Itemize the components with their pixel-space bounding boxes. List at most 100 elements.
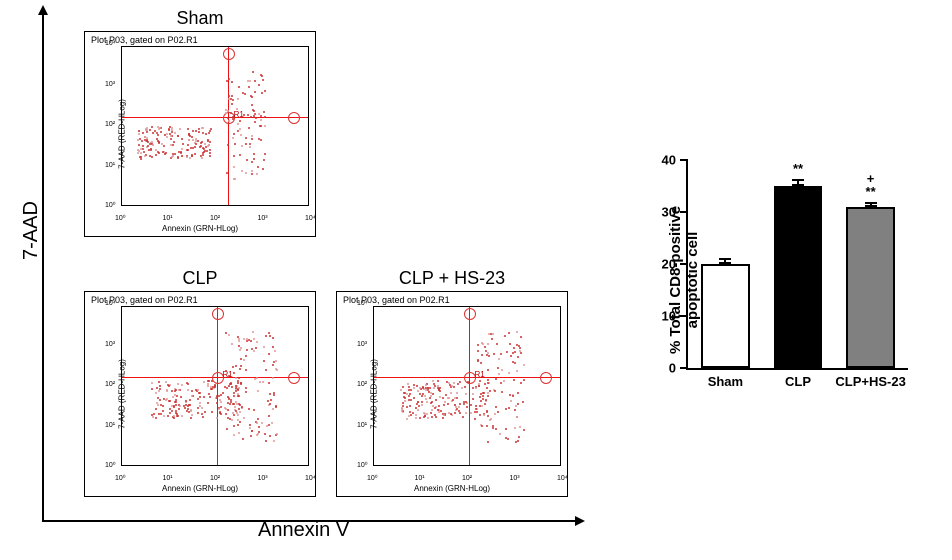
error-bar xyxy=(870,202,872,207)
scatter-dot xyxy=(256,422,258,424)
scatter-dot xyxy=(478,385,480,387)
scatter-dot xyxy=(227,409,229,411)
scatter-dot xyxy=(172,396,174,398)
scatter-dot xyxy=(430,412,432,414)
scatter-dot xyxy=(459,403,461,405)
bar-ytick-label: 0 xyxy=(669,361,676,376)
scatter-dot xyxy=(481,425,483,427)
scatter-dot xyxy=(227,144,229,146)
scatter-dot xyxy=(262,168,264,170)
scatter-dot xyxy=(238,377,240,379)
scatter-dot xyxy=(259,381,261,383)
scatter-dot xyxy=(249,427,251,429)
scatter-dot xyxy=(181,155,183,157)
scatter-dot xyxy=(421,401,423,403)
scatter-dot xyxy=(472,398,474,400)
scatter-dot xyxy=(505,408,507,410)
bar-ytick xyxy=(680,367,688,369)
scatter-dot xyxy=(248,86,250,88)
scatter-dot xyxy=(404,392,406,394)
scatter-dot xyxy=(434,407,436,409)
scatter-dot xyxy=(421,404,423,406)
x-tick: 10³ xyxy=(510,475,520,482)
scatter-dot xyxy=(276,369,278,371)
scatter-dot xyxy=(495,406,497,408)
scatter-dot xyxy=(245,172,247,174)
scatter-dot xyxy=(413,397,415,399)
gate-handle xyxy=(288,112,300,124)
scatter-dot xyxy=(487,441,489,443)
scatter-dot xyxy=(176,395,178,397)
scatter-dot xyxy=(158,152,160,154)
scatter-dot xyxy=(173,417,175,419)
panel-title: CLP xyxy=(84,268,316,289)
scatter-dot xyxy=(421,395,423,397)
scatter-dot xyxy=(488,355,490,357)
scatter-dot xyxy=(181,415,183,417)
scatter-dot xyxy=(226,387,228,389)
scatter-dot xyxy=(138,130,140,132)
scatter-dot xyxy=(147,145,149,147)
scatter-dot xyxy=(495,378,497,380)
scatter-dot xyxy=(141,140,143,142)
scatter-dot xyxy=(517,403,519,405)
scatter-dot xyxy=(484,383,486,385)
scatter-dot xyxy=(241,170,243,172)
scatter-dot xyxy=(161,143,163,145)
scatter-dot xyxy=(243,359,245,361)
scatter-dot xyxy=(402,402,404,404)
scatter-dot xyxy=(452,399,454,401)
scatter-dot xyxy=(231,103,233,105)
scatter-dot xyxy=(176,415,178,417)
y-tick: 10¹ xyxy=(105,162,115,169)
scatter-dot xyxy=(209,155,211,157)
scatter-dot xyxy=(179,405,181,407)
scatter-dot xyxy=(505,428,507,430)
scatter-dot xyxy=(195,143,197,145)
scatter-dot xyxy=(253,110,255,112)
scatter-dot xyxy=(472,393,474,395)
scatter-dot xyxy=(512,352,514,354)
x-tick: 10¹ xyxy=(415,475,425,482)
scatter-dot xyxy=(238,338,240,340)
scatter-dot xyxy=(425,398,427,400)
scatter-dot xyxy=(275,360,277,362)
scatter-dot xyxy=(263,346,265,348)
scatter-dot xyxy=(498,358,500,360)
scatter-dot xyxy=(197,140,199,142)
scatter-dot xyxy=(237,336,239,338)
scatter-dot xyxy=(470,412,472,414)
scatter-dot xyxy=(188,139,190,141)
scatter-dot xyxy=(523,379,525,381)
x-tick: 10² xyxy=(462,475,472,482)
scatter-dot xyxy=(235,410,237,412)
scatter-dot xyxy=(409,393,411,395)
scatter-dot xyxy=(481,354,483,356)
y-tick: 10² xyxy=(357,381,367,388)
scatter-dot xyxy=(454,412,456,414)
scatter-dot xyxy=(465,401,467,403)
scatter-dot xyxy=(412,412,414,414)
scatter-dot xyxy=(231,343,233,345)
scatter-dot xyxy=(523,364,525,366)
scatter-dot xyxy=(208,144,210,146)
y-tick: 10¹ xyxy=(105,422,115,429)
scatter-dot xyxy=(216,402,218,404)
scatter-dot xyxy=(249,146,251,148)
scatter-dot xyxy=(207,402,209,404)
scatter-dot xyxy=(409,411,411,413)
scatter-dot xyxy=(238,345,240,347)
scatter-dot xyxy=(487,379,489,381)
scatter-dot xyxy=(476,411,478,413)
scatter-dot xyxy=(466,406,468,408)
scatter-dot xyxy=(207,385,209,387)
scatter-dot xyxy=(273,394,275,396)
scatter-dot xyxy=(199,146,201,148)
scatter-dot xyxy=(159,385,161,387)
scatter-dot xyxy=(519,426,521,428)
scatter-dot xyxy=(238,432,240,434)
bar-ytick-label: 10 xyxy=(662,309,676,324)
scatter-dot xyxy=(237,130,239,132)
inner-plot: R1 xyxy=(121,306,309,466)
scatter-dot xyxy=(239,421,241,423)
